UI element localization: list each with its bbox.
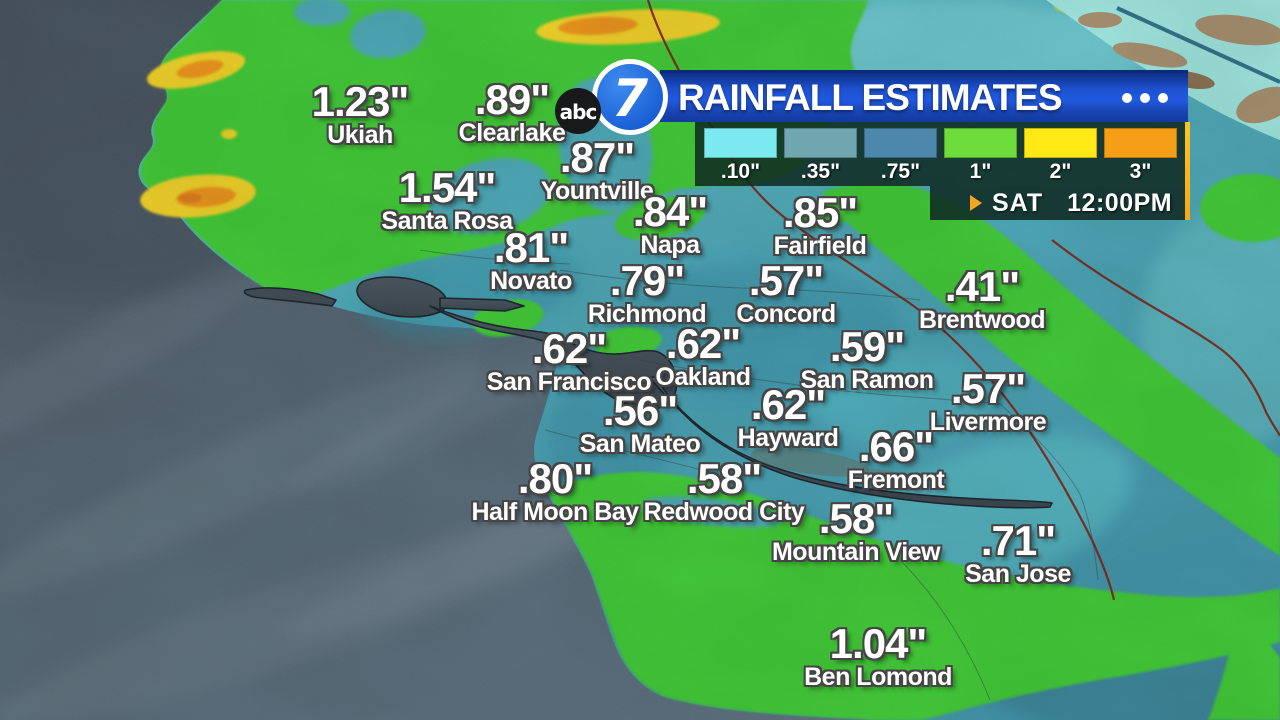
dot-icon [1122, 92, 1132, 103]
legend-label: .10" [720, 160, 761, 183]
legend-label: 1" [969, 160, 992, 183]
legend-item: .10" [704, 128, 777, 186]
legend-label: .75" [880, 160, 921, 183]
play-marker-icon [970, 195, 982, 211]
dot-icon [1158, 92, 1168, 103]
legend-item: 3" [1104, 128, 1177, 186]
legend-swatch [1104, 128, 1177, 158]
abc-disc [555, 88, 601, 134]
menu-dots-button[interactable] [1122, 92, 1168, 103]
dot-icon [1140, 92, 1150, 103]
legend-item: .75" [864, 128, 937, 186]
abc7-logo: 7 abc [545, 50, 715, 162]
legend-item: 1" [944, 128, 1017, 186]
legend-accent-line [1185, 122, 1190, 220]
abc-text: abc [560, 100, 597, 124]
legend-label: 2" [1049, 160, 1072, 183]
timestamp-day: SAT [992, 188, 1044, 217]
legend-swatch [784, 128, 857, 158]
title-bar: RAINFALL ESTIMATES [660, 70, 1188, 122]
timestamp-bar: SAT 12:00PM [930, 186, 1188, 220]
timestamp-time: 12:00PM [1067, 188, 1173, 217]
legend-swatch [864, 128, 937, 158]
rainfall-legend: .10" .35" .75" 1" 2" 3" [695, 122, 1188, 186]
legend-item: .35" [784, 128, 857, 186]
page-title: RAINFALL ESTIMATES [678, 76, 1063, 118]
legend-swatch [944, 128, 1017, 158]
legend-swatch [704, 128, 777, 158]
legend-item: 2" [1024, 128, 1097, 186]
legend-swatch [1024, 128, 1097, 158]
legend-label: 3" [1129, 160, 1152, 183]
circle7-disc [597, 64, 663, 130]
legend-label: .35" [800, 160, 841, 183]
channel-7-text: 7 [612, 69, 649, 129]
